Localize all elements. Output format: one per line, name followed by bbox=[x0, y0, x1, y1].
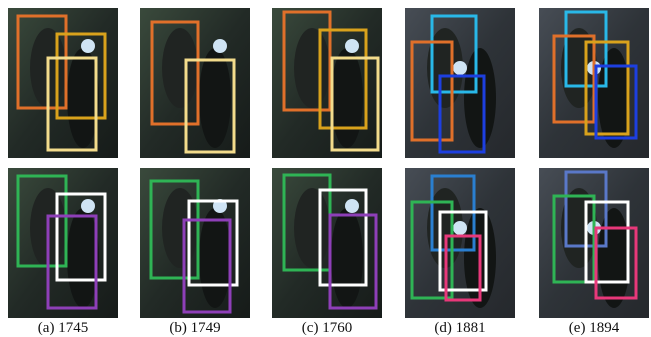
person bbox=[294, 28, 330, 108]
head bbox=[213, 39, 227, 53]
head bbox=[345, 39, 359, 53]
head bbox=[453, 221, 467, 235]
head bbox=[345, 199, 359, 213]
person bbox=[67, 48, 99, 148]
caption: (e) 1894 bbox=[569, 320, 620, 336]
caption: (b) 1749 bbox=[169, 320, 220, 336]
person bbox=[199, 48, 231, 148]
figure: (a) 1745 (b) 1749 (c) 1760 (d) 1881 (e) 1894 bbox=[0, 0, 651, 337]
person bbox=[294, 188, 330, 268]
person bbox=[162, 28, 198, 108]
person bbox=[199, 208, 231, 308]
person bbox=[331, 208, 363, 308]
caption: (c) 1760 bbox=[302, 320, 352, 336]
person bbox=[464, 48, 496, 148]
caption: (a) 1745 bbox=[38, 320, 88, 336]
caption: (d) 1881 bbox=[434, 320, 485, 336]
person bbox=[598, 208, 630, 308]
head bbox=[81, 199, 95, 213]
person bbox=[67, 208, 99, 308]
head bbox=[81, 39, 95, 53]
head bbox=[453, 61, 467, 75]
person bbox=[331, 48, 363, 148]
